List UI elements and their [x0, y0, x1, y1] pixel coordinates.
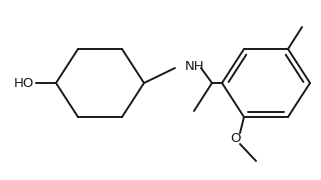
Text: HO: HO [13, 76, 34, 89]
Text: NH: NH [185, 60, 204, 73]
Text: O: O [231, 132, 241, 145]
